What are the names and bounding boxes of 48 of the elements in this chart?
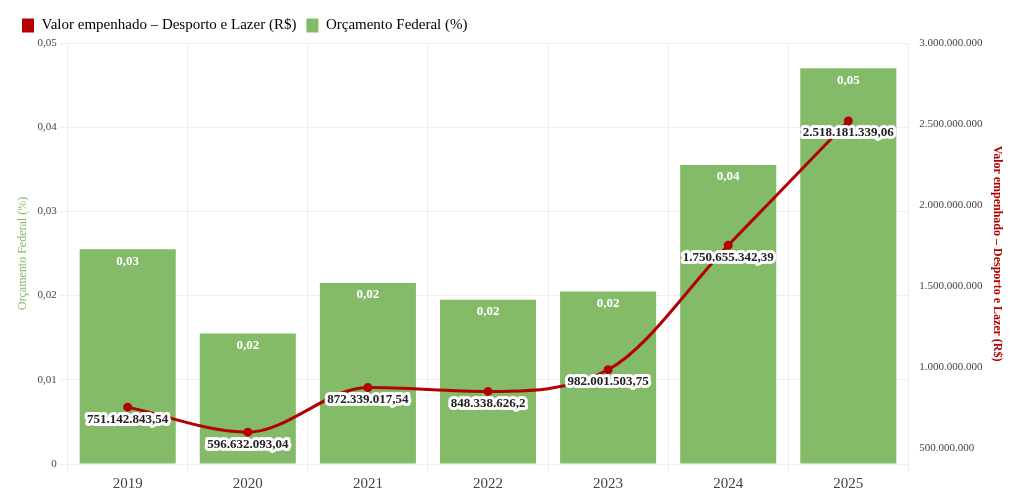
data-label: 848.338.626,2 [450, 394, 526, 410]
bar [79, 249, 176, 464]
y-tick-label: 0,04 [37, 120, 58, 133]
data-label: 0,02 [236, 336, 260, 352]
point [843, 116, 853, 126]
data-label: 0,02 [596, 294, 620, 310]
y2-tick-label: 3.000.000.000 [919, 35, 984, 48]
y-axis-title: Orçamento Federal (%) [15, 196, 30, 311]
y2-tick-label: 2.000.000.000 [919, 197, 984, 210]
data-label: 0,02 [356, 286, 380, 302]
point [243, 427, 253, 437]
data-label: 0,05 [836, 71, 861, 87]
data-label: 0,02 [476, 303, 500, 319]
point [483, 386, 493, 396]
data-label: 872.339.017,54 [327, 390, 410, 406]
x-tick-label: 2020 [232, 474, 263, 491]
x-tick-label: 2023 [593, 474, 624, 491]
y2-tick-label: 1.000.000.000 [919, 359, 984, 372]
y2-tick-label: 500.000.000 [919, 440, 975, 453]
y-tick-label: 0,03 [37, 204, 58, 217]
point [123, 402, 133, 412]
point [363, 383, 373, 393]
data-label: 0,04 [716, 168, 741, 184]
bar [319, 282, 416, 464]
data-label: 0,03 [116, 252, 140, 268]
point [723, 240, 733, 250]
y2-tick-label: 2.500.000.000 [919, 116, 984, 129]
legend-label: Valor empenhado – Desporto e Lazer (R$) [41, 16, 297, 34]
x-tick-label: 2019 [112, 474, 143, 491]
bar [800, 68, 897, 464]
y-tick-label: 0,01 [37, 372, 57, 385]
y2-tick-label: 1.500.000.000 [919, 278, 984, 291]
y-tick-label: 0,02 [37, 288, 57, 301]
y-tick-label: 0 [51, 456, 58, 469]
data-label: 751.142.843,54 [87, 410, 169, 426]
y-tick-label: 0,05 [37, 35, 58, 48]
y2-axis-title: Valor empenhado – Desporto e Lazer (R$) [990, 145, 1005, 362]
x-tick-label: 2022 [473, 474, 503, 491]
bar [560, 291, 657, 464]
data-label: 596.632.093,04 [207, 435, 289, 451]
bar [680, 165, 777, 464]
x-tick-label: 2021 [352, 474, 383, 491]
legend-label: Orçamento Federal (%) [325, 16, 468, 34]
point [603, 365, 613, 375]
x-tick-label: 2025 [833, 474, 864, 491]
bar [439, 299, 537, 464]
bar [199, 333, 296, 464]
x-tick-label: 2024 [713, 474, 744, 491]
